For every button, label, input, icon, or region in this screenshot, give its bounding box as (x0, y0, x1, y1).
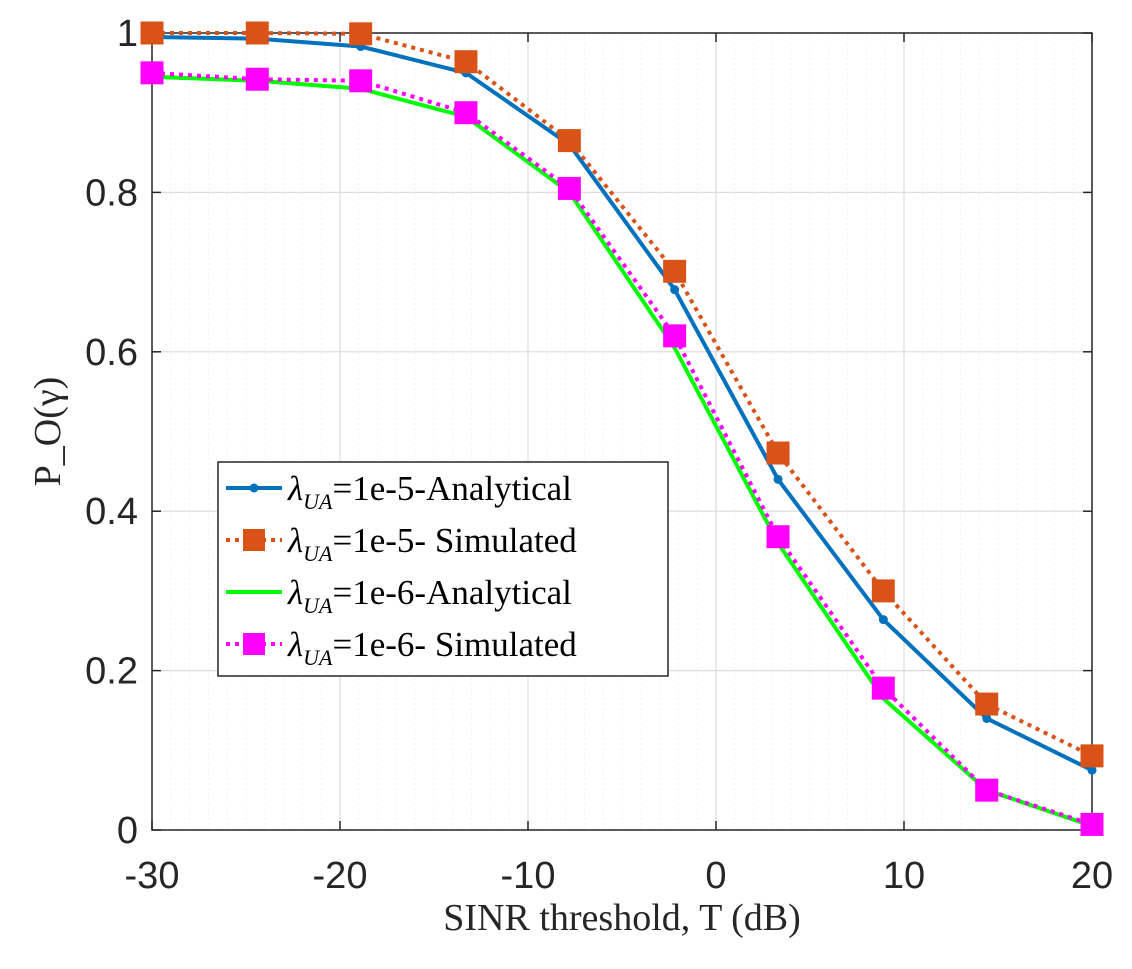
legend-marker (249, 483, 259, 493)
y-axis-label: P_O(γ) (27, 377, 69, 487)
data-point (766, 525, 790, 549)
legend-marker (243, 633, 265, 655)
series-4 (140, 61, 1104, 836)
data-point (140, 61, 164, 85)
x-tick-label: -10 (501, 855, 556, 897)
data-point (871, 579, 895, 603)
legend-label-subscript: UA (303, 593, 333, 618)
y-tick-label: 0.6 (85, 332, 138, 374)
data-point (349, 69, 373, 93)
data-point (871, 676, 895, 700)
legend-label-symbol: λ (287, 469, 303, 508)
data-point (1080, 812, 1104, 836)
legend-label: λUA=1e-5- Simulated (287, 521, 577, 566)
series-line (151, 74, 1093, 828)
data-point (878, 615, 888, 625)
legend-label-subscript: UA (303, 645, 333, 670)
y-tick-label: 0.4 (85, 491, 138, 533)
legend-label-symbol: λ (287, 573, 303, 612)
x-tick-labels: -30 -20 -10 0 10 20 (125, 855, 1114, 897)
data-point (663, 324, 687, 348)
legend-label-text: =1e-5-Analytical (333, 469, 573, 508)
tick-marks (151, 32, 1093, 831)
data-point (245, 67, 269, 91)
legend-item: λUA=1e-5- Simulated (226, 521, 577, 566)
plot-area (151, 32, 1093, 831)
legend-box (217, 461, 669, 677)
legend-marker (243, 529, 265, 551)
legend-label: λUA=1e-6-Analytical (287, 573, 572, 618)
x-tick-label: 20 (1071, 855, 1113, 897)
data-point (670, 285, 680, 295)
data-point (1080, 744, 1104, 768)
legend-label-subscript: UA (303, 541, 333, 566)
y-axis-label-text: P_O(γ) (27, 377, 69, 487)
series-2 (140, 21, 1104, 768)
legend-item: λUA=1e-6-Analytical (226, 573, 572, 618)
legend-label: λUA=1e-6- Simulated (287, 625, 577, 670)
y-tick-label: 1 (117, 13, 138, 55)
y-tick-label: 0.8 (85, 172, 138, 214)
data-point (982, 713, 992, 723)
data-point (975, 778, 999, 802)
legend-label-subscript: UA (303, 489, 333, 514)
data-point (245, 21, 269, 45)
series-3 (151, 74, 1093, 828)
series-line (151, 35, 1093, 772)
x-axis-label: SINR threshold, T (dB) (443, 897, 801, 939)
series-line (152, 31, 1093, 758)
data-point (773, 474, 783, 484)
y-tick-label: 0 (117, 810, 138, 852)
grid (151, 32, 1093, 831)
series-layer (140, 21, 1104, 836)
legend-label-symbol: λ (287, 521, 303, 560)
x-tick-label: 0 (705, 855, 726, 897)
legend-label-text: =1e-5- Simulated (333, 521, 578, 560)
legend-label-text: =1e-6- Simulated (333, 625, 578, 664)
data-point (975, 692, 999, 716)
legend-item: λUA=1e-6- Simulated (226, 625, 577, 670)
data-point (766, 441, 790, 465)
data-point (663, 259, 687, 283)
legend-item: λUA=1e-5-Analytical (226, 469, 572, 514)
data-point (557, 176, 581, 200)
y-tick-labels: 0 0.2 0.4 0.6 0.8 1 (85, 13, 138, 852)
legend-label: λUA=1e-5-Analytical (287, 469, 572, 514)
x-tick-label: -20 (313, 855, 368, 897)
legend-label-text: =1e-6-Analytical (333, 573, 573, 612)
data-point (557, 129, 581, 153)
x-tick-label: -30 (125, 855, 180, 897)
data-point (140, 21, 164, 45)
data-point (454, 101, 478, 125)
legend-label-symbol: λ (287, 625, 303, 664)
y-tick-label: 0.2 (85, 651, 138, 693)
x-tick-label: 10 (883, 855, 925, 897)
data-point (1087, 765, 1097, 775)
data-point (454, 50, 478, 74)
data-point (349, 22, 373, 46)
